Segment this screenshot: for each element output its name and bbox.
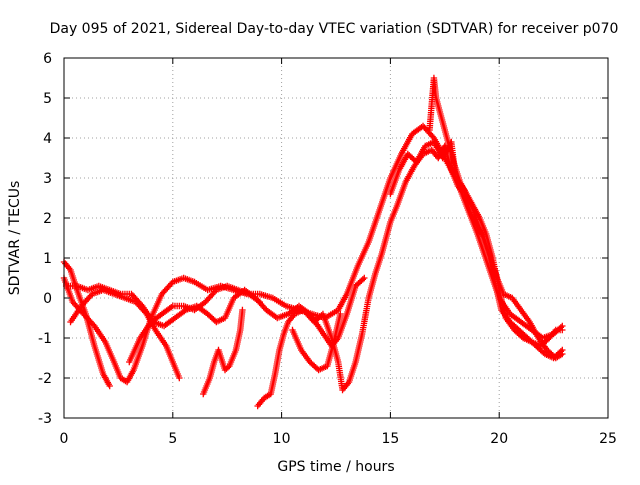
data-point xyxy=(359,276,367,283)
data-point xyxy=(176,374,183,382)
x-tick-label: 5 xyxy=(168,431,177,447)
x-tick-label: 10 xyxy=(273,431,291,447)
y-tick-label: 3 xyxy=(43,171,52,187)
series-track-6 xyxy=(200,306,246,398)
y-tick-label: 0 xyxy=(43,291,52,307)
data-points xyxy=(60,74,566,410)
x-tick-labels: 0 5 10 15 20 25 xyxy=(60,431,617,447)
series-track-5 xyxy=(126,282,264,366)
y-tick-label: 2 xyxy=(43,211,52,227)
plot-frame xyxy=(63,57,609,419)
y-tick-labels: -3 -2 -1 0 1 2 3 4 5 6 xyxy=(38,51,52,427)
series-track-3 xyxy=(67,286,183,382)
data-point xyxy=(224,364,232,371)
data-point xyxy=(559,346,566,354)
series-track-10 xyxy=(387,138,566,362)
series-track-9 xyxy=(426,74,566,350)
series-track-1 xyxy=(60,258,113,390)
y-tick-label: -2 xyxy=(38,371,52,387)
series-track-4 xyxy=(62,274,368,350)
data-point xyxy=(361,274,368,282)
y-tick-label: -1 xyxy=(38,331,52,347)
chart-title: Day 095 of 2021, Sidereal Day-to-day VTE… xyxy=(50,21,619,37)
x-tick-label: 15 xyxy=(381,431,399,447)
data-point xyxy=(559,326,566,334)
data-point xyxy=(239,306,246,314)
series-track-8 xyxy=(289,310,344,374)
x-tick-label: 25 xyxy=(599,431,617,447)
x-tick-label: 0 xyxy=(60,431,69,447)
y-tick-label: 1 xyxy=(43,251,52,267)
y-tick-label: -3 xyxy=(38,411,52,427)
x-axis-label: GPS time / hours xyxy=(277,459,394,475)
y-tick-label: 6 xyxy=(43,51,52,67)
x-tick-label: 20 xyxy=(490,431,508,447)
axis-ticks xyxy=(63,57,609,419)
data-point xyxy=(337,310,344,318)
y-tick-label: 4 xyxy=(43,131,52,147)
data-point xyxy=(106,382,113,390)
y-axis-label: SDTVAR / TECUs xyxy=(7,181,23,296)
data-point xyxy=(557,348,565,355)
data-point xyxy=(256,298,264,306)
y-tick-label: 5 xyxy=(43,91,52,107)
series-track-7 xyxy=(254,142,566,410)
